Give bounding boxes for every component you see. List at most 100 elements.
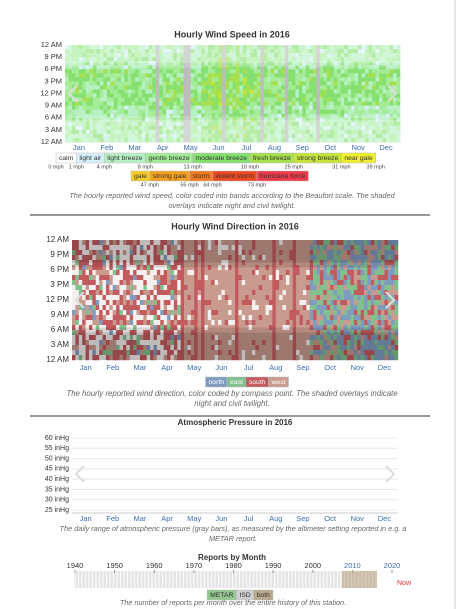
heat-cell bbox=[85, 330, 90, 336]
heat-cell bbox=[358, 133, 362, 139]
heat-cell bbox=[368, 65, 373, 70]
heat-cell bbox=[277, 69, 282, 74]
heat-cell bbox=[180, 113, 184, 119]
heat-cell bbox=[379, 69, 383, 74]
heat-cell bbox=[302, 300, 307, 306]
heat-cell bbox=[354, 117, 359, 123]
heat-cell bbox=[302, 125, 307, 131]
heat-cell bbox=[354, 53, 359, 58]
heat-cell bbox=[141, 85, 146, 90]
heat-cell bbox=[99, 280, 103, 286]
heat-cell bbox=[365, 69, 369, 74]
heat-cell bbox=[340, 129, 345, 135]
heat-cell bbox=[316, 285, 321, 291]
heat-cell bbox=[152, 117, 157, 123]
heat-cell bbox=[187, 270, 192, 276]
heat-cell bbox=[326, 320, 331, 326]
heat-cell bbox=[88, 325, 93, 331]
heat-cell bbox=[173, 330, 178, 336]
heat-cell bbox=[106, 85, 111, 90]
y-tick-label: 3 AM bbox=[45, 125, 62, 134]
heat-cell bbox=[263, 117, 268, 123]
heat-cell bbox=[291, 137, 296, 143]
heat-cell bbox=[177, 275, 181, 281]
heat-cell bbox=[146, 255, 151, 261]
heat-cell bbox=[389, 101, 394, 106]
heat-cell bbox=[106, 69, 111, 74]
heat-cell bbox=[156, 305, 161, 311]
heat-cell bbox=[251, 280, 256, 286]
heat-cell bbox=[249, 77, 254, 82]
heat-cell bbox=[110, 61, 115, 66]
heat-cell bbox=[305, 89, 310, 94]
heat-cell bbox=[270, 61, 275, 66]
heat-cell bbox=[255, 240, 260, 246]
heat-cell bbox=[85, 61, 90, 66]
heat-cell bbox=[239, 65, 244, 70]
heat-cell bbox=[105, 290, 110, 296]
heat-cell bbox=[197, 113, 202, 119]
heat-cell bbox=[251, 310, 256, 316]
heat-cell bbox=[225, 61, 230, 66]
heat-cell bbox=[221, 255, 226, 261]
heat-cell bbox=[292, 260, 297, 266]
heat-cell bbox=[285, 320, 290, 326]
heat-cell bbox=[194, 117, 198, 123]
heat-cell bbox=[288, 133, 293, 139]
heat-cell bbox=[361, 113, 366, 119]
heat-cell bbox=[126, 275, 131, 281]
heat-cell bbox=[309, 350, 314, 356]
heat-cell bbox=[384, 270, 389, 276]
heat-cell bbox=[274, 93, 279, 98]
heat-cell bbox=[289, 300, 294, 306]
heat-cell bbox=[187, 109, 191, 115]
heat-cell bbox=[197, 300, 202, 306]
heat-cell bbox=[126, 350, 131, 356]
heat-cell bbox=[279, 270, 283, 276]
heat-cell bbox=[251, 260, 256, 266]
heat-cell bbox=[208, 101, 212, 106]
heat-cell bbox=[190, 315, 195, 321]
heat-cell bbox=[82, 61, 87, 66]
heat-cell bbox=[326, 265, 331, 271]
heat-cell bbox=[255, 330, 260, 336]
heat-cell bbox=[258, 270, 263, 276]
heat-cell bbox=[119, 285, 124, 291]
heat-cell bbox=[96, 81, 101, 86]
heat-cell bbox=[155, 117, 160, 123]
heat-cell bbox=[211, 57, 216, 62]
heat-cell bbox=[214, 280, 219, 286]
heat-cell bbox=[239, 89, 244, 94]
heat-cell bbox=[122, 250, 127, 256]
heat-cell bbox=[201, 77, 205, 82]
caption: The hourly reported wind direction, colo… bbox=[66, 389, 398, 408]
heat-cell bbox=[291, 77, 296, 82]
heat-cell bbox=[305, 49, 310, 54]
heat-cell bbox=[302, 109, 307, 115]
heat-cell bbox=[126, 250, 131, 256]
heat-cell bbox=[120, 61, 125, 66]
heat-cell bbox=[180, 355, 185, 361]
heat-cell bbox=[347, 109, 352, 115]
heat-cell bbox=[190, 101, 195, 106]
heat-cell bbox=[275, 240, 280, 246]
heat-cell bbox=[270, 105, 275, 110]
heat-cell bbox=[326, 240, 331, 246]
heat-cell bbox=[281, 57, 286, 62]
heat-cell bbox=[246, 65, 251, 70]
heat-cell bbox=[367, 275, 372, 281]
heat-cell bbox=[143, 310, 148, 316]
heat-cell bbox=[173, 325, 178, 331]
heat-cell bbox=[298, 117, 303, 123]
legend-label: near gale bbox=[344, 155, 373, 162]
heat-cell bbox=[256, 45, 261, 50]
heat-cell bbox=[295, 49, 300, 54]
heat-cell bbox=[256, 89, 261, 94]
heat-cell bbox=[256, 117, 261, 123]
heat-cell bbox=[347, 81, 352, 86]
heat-cell bbox=[126, 255, 131, 261]
heat-cell bbox=[85, 53, 90, 58]
heat-cell bbox=[103, 133, 108, 139]
heat-cell bbox=[272, 285, 277, 291]
heat-cell bbox=[197, 250, 202, 256]
